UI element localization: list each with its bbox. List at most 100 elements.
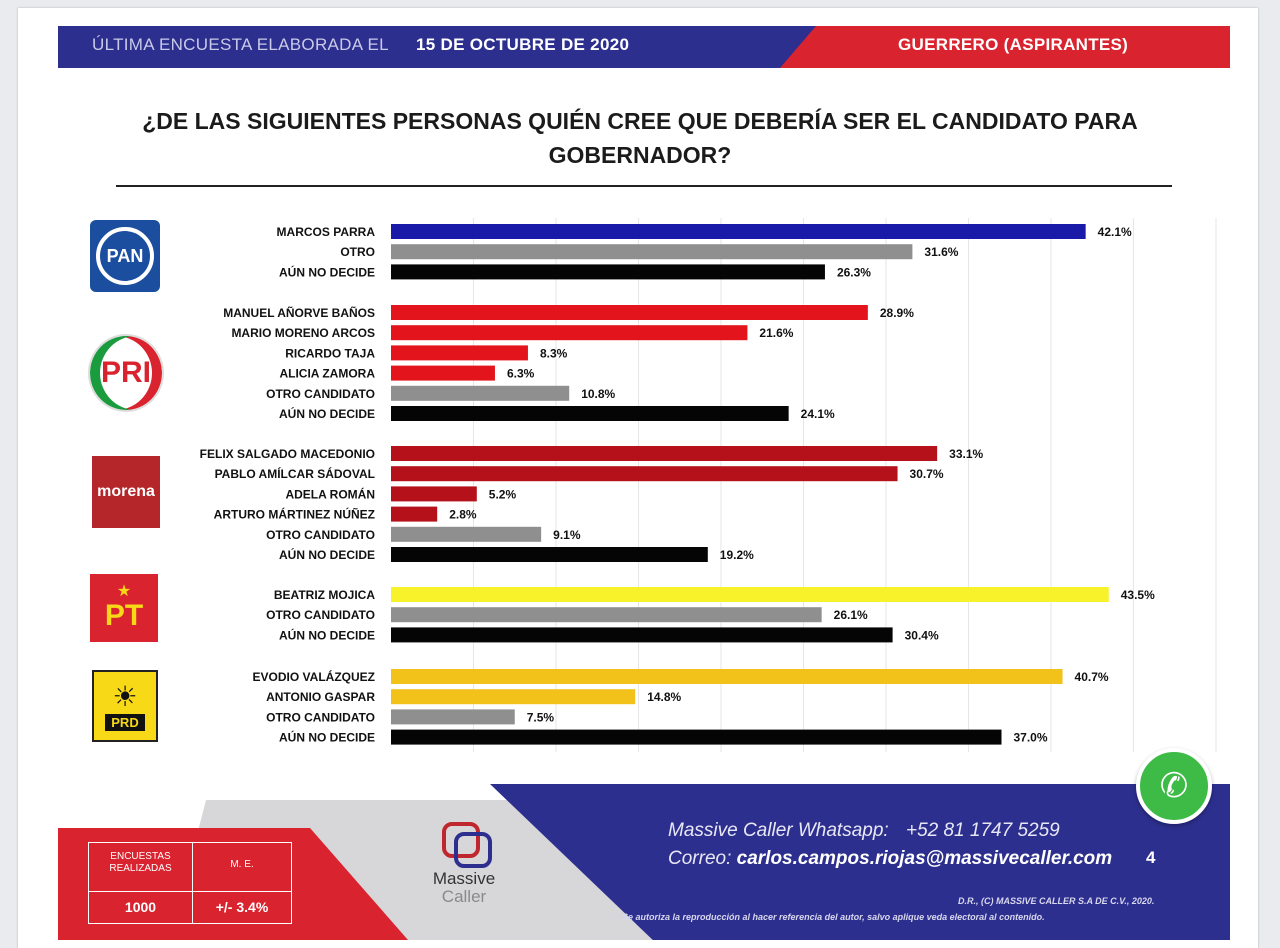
legal-line-2: Se autoriza la reproducción al hacer ref… [622, 912, 1045, 922]
bar-value-label: 30.7% [910, 467, 944, 481]
bar-value-label: 5.2% [489, 487, 517, 501]
pan-logo-text: PAN [106, 245, 144, 266]
chart-title-line-1: ¿DE LAS SIGUIENTES PERSONAS QUIÉN CREE Q… [142, 108, 1138, 134]
bar-value-label: 26.1% [834, 608, 868, 622]
page-number: 4 [1146, 848, 1156, 867]
bar-label: MARCOS PARRA [277, 225, 376, 239]
bar-pri-2 [391, 345, 528, 361]
bar-prd-3 [391, 729, 1002, 745]
bar-pri-1 [391, 325, 748, 341]
me-label: M. E. [230, 859, 254, 870]
chart-title-line-2: GOBERNADOR? [548, 142, 732, 168]
bar-pri-0 [391, 305, 868, 320]
bar-label: ALICIA ZAMORA [279, 367, 375, 381]
whatsapp-label: Massive Caller Whatsapp: [668, 820, 889, 841]
bar-label: EVODIO VALÁZQUEZ [253, 669, 375, 684]
bar-label: ADELA ROMÁN [285, 486, 375, 501]
morena-logo: morena [92, 456, 160, 528]
me-value: +/- 3.4% [215, 899, 269, 915]
bar-pri-5 [391, 406, 789, 421]
bar-label: AÚN NO DECIDE [279, 264, 375, 279]
whatsapp-contact: Massive Caller Whatsapp: +52 81 1747 525… [668, 820, 1060, 842]
bar-value-label: 6.3% [507, 367, 535, 381]
chart-title: ¿DE LAS SIGUIENTES PERSONAS QUIÉN CREE Q… [120, 104, 1160, 172]
bar-pan-2 [391, 264, 825, 280]
bar-value-label: 28.9% [880, 306, 914, 320]
bar-value-label: 9.1% [553, 528, 581, 542]
bar-label: AÚN NO DECIDE [279, 627, 375, 642]
prd-logo-text: PRD [105, 713, 145, 731]
legal-line-1: D.R., (C) MASSIVE CALLER S.A DE C.V., 20… [958, 896, 1155, 906]
massive-caller-logo: Massive Caller [416, 820, 512, 920]
bar-morena-5 [391, 547, 708, 562]
bar-label: ANTONIO GASPAR [266, 690, 375, 704]
email-label: Correo: [668, 848, 732, 869]
header-region: GUERRERO (ASPIRANTES) [898, 35, 1129, 54]
bar-morena-0 [391, 446, 938, 461]
bar-label: MARIO MORENO ARCOS [231, 326, 375, 340]
bar-label: OTRO CANDIDATO [266, 387, 375, 401]
bar-pt-0 [391, 587, 1109, 602]
bar-value-label: 8.3% [540, 346, 568, 360]
bar-label: OTRO CANDIDATO [266, 528, 375, 542]
whatsapp-number: +52 81 1747 5259 [905, 820, 1060, 841]
bar-value-label: 7.5% [527, 710, 555, 724]
bar-label: AÚN NO DECIDE [279, 406, 375, 421]
encuestas-label: ENCUESTAS REALIZADAS [109, 851, 172, 874]
bar-label: AÚN NO DECIDE [279, 730, 375, 745]
title-divider [116, 185, 1172, 187]
bar-morena-2 [391, 486, 477, 502]
bar-value-label: 19.2% [720, 548, 754, 562]
header-date: 15 DE OCTUBRE DE 2020 [416, 35, 630, 54]
bar-value-label: 2.8% [449, 508, 477, 522]
pt-logo: ★ PT [90, 574, 158, 642]
bar-label: MANUEL AÑORVE BAÑOS [223, 305, 375, 320]
bar-pt-2 [391, 627, 893, 643]
bar-label: FELIX SALGADO MACEDONIO [200, 447, 375, 461]
bar-value-label: 24.1% [801, 407, 835, 421]
bar-value-label: 42.1% [1098, 225, 1132, 239]
email-address: carlos.campos.riojas@massivecaller.com [736, 848, 1113, 869]
encuestas-value: 1000 [124, 899, 157, 915]
bar-morena-1 [391, 466, 898, 482]
bar-label: OTRO CANDIDATO [266, 608, 375, 622]
sun-icon: ☀ [112, 680, 138, 712]
bar-prd-0 [391, 669, 1063, 684]
bar-value-label: 30.4% [905, 628, 939, 642]
bar-label: PABLO AMÍLCAR SÁDOVAL [215, 466, 375, 481]
pri-logo-text: PRI [100, 356, 151, 389]
bar-value-label: 14.8% [647, 690, 681, 704]
bar-pri-4 [391, 385, 570, 401]
bar-morena-4 [391, 526, 542, 542]
bar-label: OTRO CANDIDATO [266, 710, 375, 724]
brand-line-2: Caller [441, 887, 487, 906]
pan-logo: PAN [90, 220, 160, 292]
bar-value-label: 43.5% [1121, 588, 1155, 602]
email-contact: Correo: carlos.campos.riojas@massivecall… [668, 848, 1112, 870]
bar-pri-3 [391, 365, 495, 381]
survey-stats-box: ENCUESTAS REALIZADAS M. E. 1000 +/- 3.4% [88, 842, 292, 924]
bar-morena-3 [391, 506, 438, 522]
bar-value-label: 37.0% [1014, 731, 1048, 745]
whatsapp-icon[interactable]: ✆ [1136, 748, 1212, 824]
header-banner-red [780, 26, 1230, 68]
header-left-text: ÚLTIMA ENCUESTA ELABORADA EL [92, 35, 389, 54]
bar-label: RICARDO TAJA [285, 346, 375, 360]
pri-logo: PRI [88, 334, 164, 412]
bar-label: OTRO [340, 245, 375, 259]
brand-line-1: Massive [432, 869, 496, 888]
bar-pt-1 [391, 607, 822, 623]
bar-value-label: 10.8% [581, 387, 615, 401]
star-icon: ★ [116, 583, 132, 600]
chat-bubbles-icon [438, 820, 492, 868]
prd-logo: ☀ PRD [92, 670, 158, 742]
bar-prd-1 [391, 689, 636, 705]
pt-logo-text: PT [104, 599, 144, 632]
bar-pan-0 [391, 224, 1086, 239]
header-banner-blue [58, 26, 818, 68]
bar-value-label: 33.1% [949, 447, 983, 461]
bar-label: BEATRIZ MOJICA [274, 588, 375, 602]
bar-value-label: 21.6% [759, 326, 793, 340]
